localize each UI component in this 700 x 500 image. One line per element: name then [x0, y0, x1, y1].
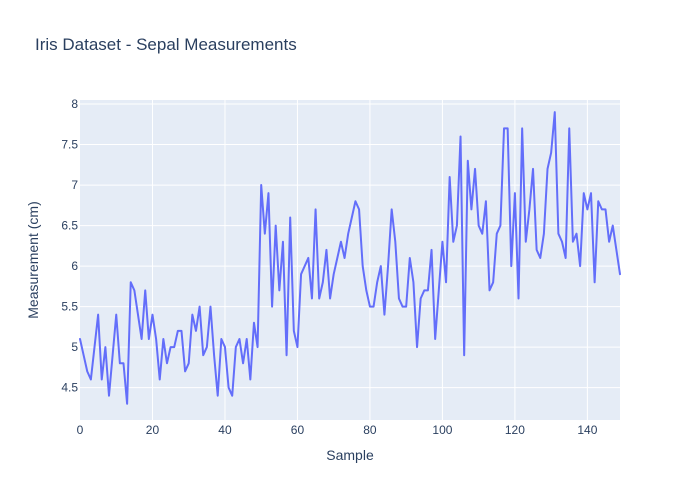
- series-line: [79, 111, 621, 405]
- y-axis-title: Measurement (cm): [25, 201, 41, 318]
- y-tick-label: 7: [71, 178, 78, 192]
- x-tick-label: 100: [432, 423, 452, 437]
- x-tick-label: 60: [291, 423, 305, 437]
- y-tick-label: 7.5: [61, 138, 78, 152]
- x-tick-label: 0: [77, 423, 84, 437]
- y-tick-labels: 4.5 5 5.5 6 6.5 7 7.5 8: [61, 97, 78, 395]
- x-gridlines: [151, 100, 588, 420]
- y-tick-label: 4.5: [61, 381, 78, 395]
- x-tick-label: 20: [146, 423, 160, 437]
- x-tick-label: 40: [218, 423, 232, 437]
- y-tick-label: 5: [71, 340, 78, 354]
- chart-title: Iris Dataset - Sepal Measurements: [35, 35, 297, 54]
- y-tick-label: 6: [71, 259, 78, 273]
- x-tick-label: 120: [505, 423, 525, 437]
- y-tick-label: 8: [71, 97, 78, 111]
- plot-area: [80, 100, 620, 420]
- x-tick-labels: 0 20 40 60 80 100 120 140: [77, 423, 598, 437]
- y-tick-label: 6.5: [61, 219, 78, 233]
- x-axis-title: Sample: [326, 447, 374, 463]
- x-tick-label: 140: [577, 423, 597, 437]
- x-tick-label: 80: [363, 423, 377, 437]
- y-tick-label: 5.5: [61, 300, 78, 314]
